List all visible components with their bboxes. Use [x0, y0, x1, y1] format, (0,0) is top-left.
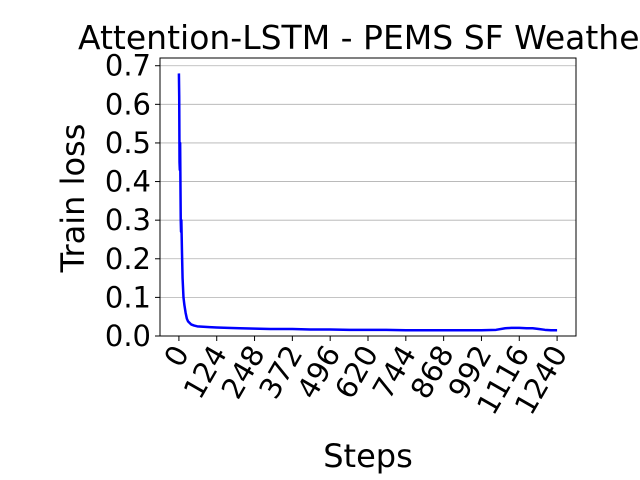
y-tick-label: 0.0 — [105, 319, 151, 353]
y-tick-label: 0.3 — [105, 203, 151, 237]
x-axis-label: Steps — [323, 437, 413, 475]
axes-frame — [159, 57, 577, 337]
y-tick-label: 0.5 — [105, 126, 151, 160]
train-loss-line — [177, 73, 558, 332]
grid-lines — [160, 65, 576, 337]
axes-border — [159, 57, 577, 337]
y-tick-label: 0.2 — [105, 242, 151, 276]
y-axis-label: Train loss — [54, 124, 92, 274]
y-tick-label: 0.7 — [105, 49, 151, 83]
y-tick-label: 0.1 — [105, 280, 151, 314]
plot-area — [177, 73, 558, 332]
chart-title: Attention-LSTM - PEMS SF Weather — [78, 18, 640, 57]
y-tick-label: 0.6 — [105, 87, 151, 121]
y-axis-ticks: 0.0 0.1 0.2 0.3 0.4 0.5 0.6 0.7 — [105, 49, 160, 353]
y-tick-label: 0.4 — [105, 165, 151, 199]
